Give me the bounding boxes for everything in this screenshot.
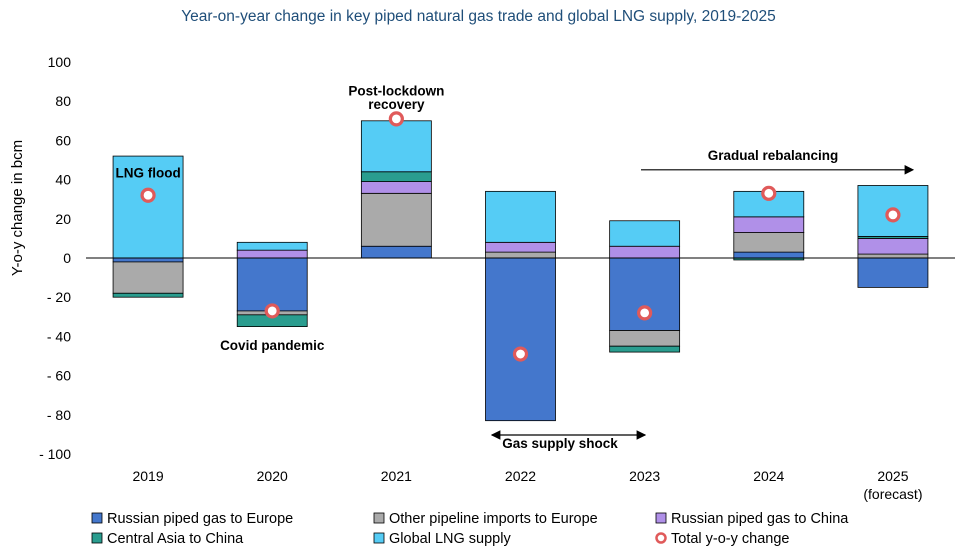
legend-swatch: [373, 532, 385, 544]
x-tick-label: 2020: [257, 468, 288, 484]
total-marker: [264, 303, 280, 319]
bar-segment: [857, 257, 929, 288]
legend-swatch: [373, 512, 385, 524]
annotation-text: LNG flood: [115, 166, 180, 181]
bar-segment: [485, 190, 556, 243]
legend-label: Central Asia to China: [107, 531, 244, 547]
bar-segment: [112, 292, 184, 298]
legend-swatch: [655, 532, 667, 544]
bar-segment: [112, 155, 184, 259]
y-tick-label: - 80: [47, 407, 71, 423]
x-tick-sublabel: (forecast): [863, 486, 922, 502]
y-tick-label: - 60: [47, 368, 71, 384]
bar-segment: [733, 232, 805, 253]
y-tick-label: - 40: [47, 328, 71, 344]
y-tick-label: 0: [63, 250, 71, 266]
annotation-text: Gas supply shock: [502, 436, 618, 451]
x-tick-label: 2021: [381, 468, 412, 484]
bar-segment: [112, 257, 184, 263]
legend-label: Global LNG supply: [389, 531, 511, 547]
y-tick-label: 40: [55, 172, 71, 188]
y-axis-title: Y-o-y change in bcm: [9, 140, 26, 276]
x-tick-label: 2019: [132, 468, 163, 484]
annotation-text: Gradual rebalancing: [708, 148, 839, 163]
total-marker: [761, 185, 777, 201]
chart-title: Year-on-year change in key piped natural…: [181, 8, 776, 25]
bar-segment: [609, 220, 681, 247]
y-tick-label: 80: [55, 93, 71, 109]
bar-segment: [733, 216, 805, 233]
bar-segment: [236, 257, 308, 312]
bar-segment: [236, 241, 308, 251]
legend-swatch: [91, 532, 103, 544]
bar-segment: [485, 257, 556, 422]
x-tick-label: 2022: [505, 468, 536, 484]
total-marker: [140, 187, 156, 203]
bar-segment: [609, 330, 681, 347]
y-tick-label: 60: [55, 132, 71, 148]
x-tick-label: 2023: [629, 468, 660, 484]
legend-label: Total y-o-y change: [671, 531, 789, 547]
bar-segment: [857, 237, 929, 255]
y-tick-label: - 20: [47, 289, 71, 305]
legend-label: Russian piped gas to China: [671, 511, 849, 527]
y-tick-label: 20: [55, 211, 71, 227]
x-tick-label: 2025: [877, 468, 908, 484]
bar-segment: [360, 120, 432, 173]
bar-segment: [236, 249, 308, 259]
total-marker: [885, 207, 901, 223]
bar-segment: [360, 171, 432, 182]
annotation-text: Covid pandemic: [220, 338, 325, 353]
bar-segment: [360, 245, 432, 259]
legend-label: Other pipeline imports to Europe: [389, 511, 598, 527]
bar-segment: [485, 241, 556, 253]
legend-label: Russian piped gas to Europe: [107, 511, 293, 527]
bar-segment: [360, 181, 432, 194]
bar-segment: [733, 251, 805, 259]
annotation-text: Post-lockdown: [348, 83, 444, 98]
x-tick-label: 2024: [753, 468, 784, 484]
total-marker: [388, 111, 404, 127]
bar-segment: [609, 345, 681, 353]
total-marker: [512, 346, 529, 362]
bar-segment: [857, 253, 929, 259]
legend-swatch: [655, 512, 667, 524]
legend-swatch: [91, 512, 103, 524]
bar-segment: [609, 245, 681, 259]
y-tick-label: - 100: [39, 446, 71, 462]
annotation-text: recovery: [368, 97, 425, 112]
bar-segment: [112, 261, 184, 294]
bar-segment: [485, 251, 556, 259]
y-tick-label: 100: [48, 54, 72, 70]
total-marker: [637, 305, 653, 321]
bar-segment: [360, 192, 432, 247]
